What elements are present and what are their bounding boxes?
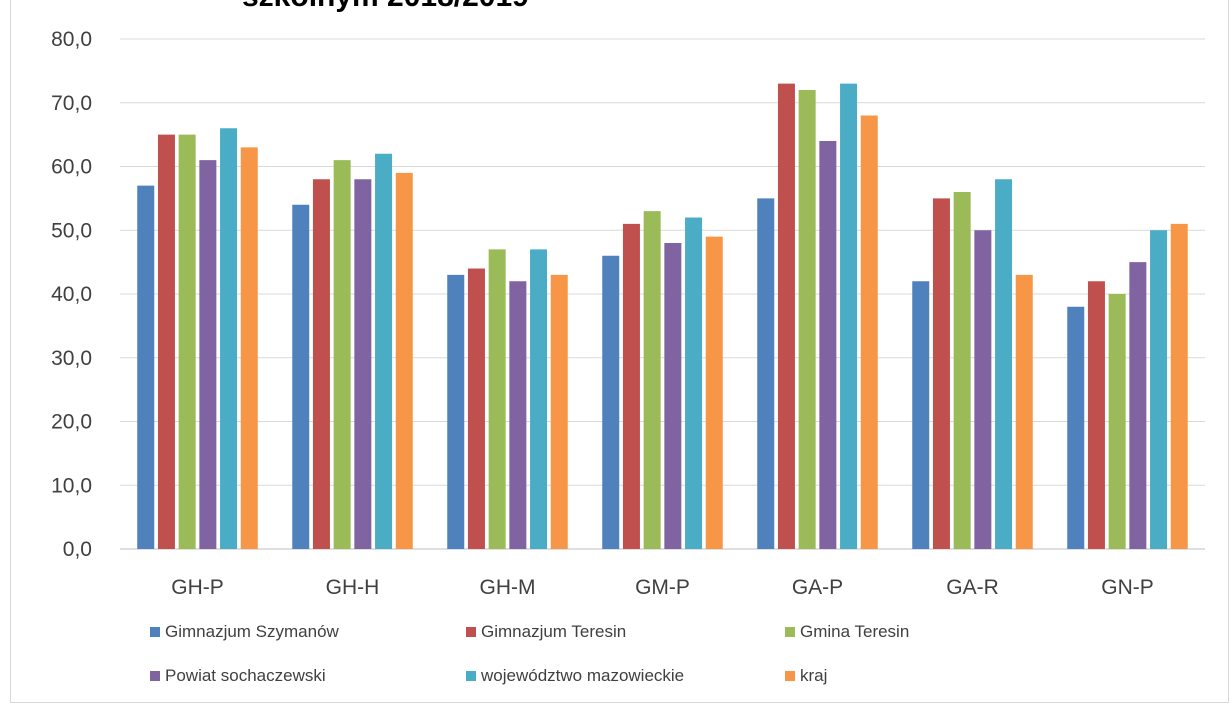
y-tick-label: 30,0 <box>51 347 92 370</box>
bar-ga-p-series-4 <box>819 141 837 549</box>
bar-gn-p-series-1 <box>1067 306 1085 549</box>
bar-ga-r-series-2 <box>932 198 950 549</box>
legend-swatch <box>466 671 476 681</box>
bar-gh-p-series-2 <box>157 134 175 549</box>
chart-title: szkolnym 2018/2019 <box>242 0 529 14</box>
chart-frame <box>10 0 1229 703</box>
legend-swatch <box>785 627 795 637</box>
x-category-label: GH-H <box>326 576 380 599</box>
bar-gh-h-series-4 <box>354 179 372 549</box>
legend: Gimnazjum Szymanów Gimnazjum Teresin Gmina… <box>150 622 909 685</box>
bar-ga-p-series-5 <box>840 83 858 549</box>
x-category-label: GH-M <box>480 576 536 599</box>
y-tick-label: 80,0 <box>51 28 92 51</box>
bar-ga-r-series-1 <box>912 281 930 549</box>
y-axis-tick-labels: 0,0 10,0 20,0 30,0 40,0 50,0 60,0 70,0 80,0 <box>51 28 92 561</box>
bar-gh-m-series-2 <box>467 268 485 549</box>
legend-label: województwo mazowieckie <box>480 666 684 685</box>
bar-gn-p-series-3 <box>1108 294 1126 549</box>
x-category-label: GH-P <box>171 576 224 599</box>
bar-gh-h-series-6 <box>395 172 413 549</box>
bar-gn-p-series-4 <box>1129 262 1147 549</box>
grid-lines <box>120 38 1205 550</box>
legend-label: Powiat sochaczewski <box>165 666 326 685</box>
x-category-label: GA-P <box>792 576 843 599</box>
bar-gn-p-series-6 <box>1170 223 1188 549</box>
bar-gh-p-series-5 <box>220 128 238 549</box>
legend-label: kraj <box>800 666 827 685</box>
legend-swatch <box>785 671 795 681</box>
bar-gm-p-series-5 <box>685 217 703 549</box>
bar-gm-p-series-2 <box>622 223 640 549</box>
bar-gn-p-series-2 <box>1087 281 1105 549</box>
bar-ga-p-series-1 <box>757 198 775 549</box>
x-category-label: GA-R <box>946 576 999 599</box>
y-tick-label: 20,0 <box>51 411 92 434</box>
bar-gh-m-series-5 <box>530 249 548 549</box>
bar-gn-p-series-5 <box>1150 230 1168 549</box>
bar-ga-r-series-4 <box>974 230 992 549</box>
bar-gh-p-series-3 <box>178 134 196 549</box>
bar-gm-p-series-1 <box>602 255 620 549</box>
bar-ga-p-series-3 <box>798 90 816 549</box>
legend-label: Gimnazjum Teresin <box>481 622 626 641</box>
bar-gh-h-series-2 <box>312 179 330 549</box>
bar-gh-m-series-3 <box>488 249 506 549</box>
legend-swatch <box>466 627 476 637</box>
x-category-label: GN-P <box>1101 576 1154 599</box>
bar-gh-p-series-1 <box>137 185 155 549</box>
y-tick-label: 50,0 <box>51 219 92 242</box>
y-tick-label: 40,0 <box>51 283 92 306</box>
y-tick-label: 0,0 <box>63 538 92 561</box>
legend-swatch <box>150 627 160 637</box>
bar-gh-p-series-6 <box>240 147 258 549</box>
y-tick-label: 70,0 <box>51 92 92 115</box>
bar-gh-h-series-1 <box>292 204 310 549</box>
bars <box>137 83 1188 549</box>
bar-ga-r-series-3 <box>953 192 971 549</box>
x-axis-category-labels: GH-P GH-H GH-M GM-P GA-P GA-R GN-P <box>171 576 1154 599</box>
bar-ga-r-series-5 <box>995 179 1013 549</box>
bar-gh-m-series-6 <box>550 274 568 549</box>
bar-gh-h-series-3 <box>333 160 351 549</box>
y-tick-label: 10,0 <box>51 474 92 497</box>
y-tick-label: 60,0 <box>51 156 92 179</box>
bar-ga-p-series-2 <box>777 83 795 549</box>
legend-swatch <box>150 671 160 681</box>
legend-label: Gmina Teresin <box>800 622 909 641</box>
bar-gh-m-series-4 <box>509 281 527 549</box>
bar-gh-h-series-5 <box>375 153 393 549</box>
bar-ga-p-series-6 <box>860 115 878 549</box>
legend-label: Gimnazjum Szymanów <box>165 622 340 641</box>
bar-gh-p-series-4 <box>199 160 217 549</box>
bar-gh-m-series-1 <box>447 274 465 549</box>
x-category-label: GM-P <box>635 576 690 599</box>
bar-gm-p-series-4 <box>664 243 682 549</box>
bar-gm-p-series-3 <box>643 211 661 549</box>
bar-ga-r-series-6 <box>1015 274 1033 549</box>
bar-gm-p-series-6 <box>705 236 723 549</box>
